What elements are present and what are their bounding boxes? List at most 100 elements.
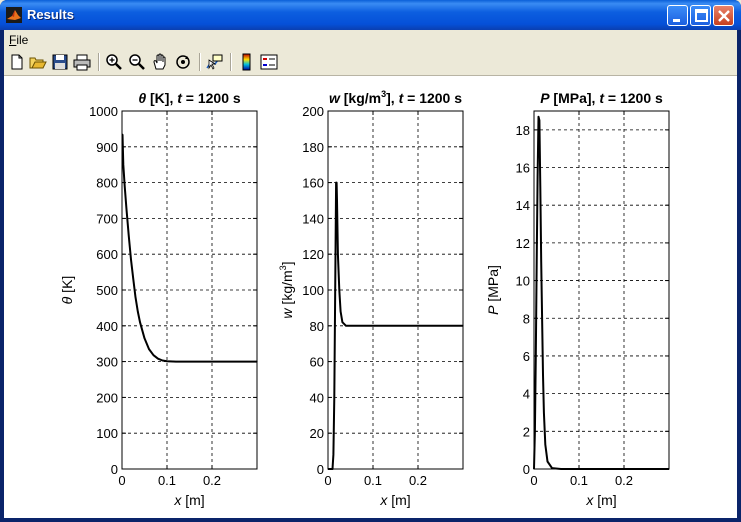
x-label-unit: [m] [593, 492, 616, 508]
data-point [535, 355, 537, 357]
y-tick-label: 10 [516, 274, 530, 289]
data-point [536, 261, 538, 263]
x-tick-label: 0 [530, 473, 537, 488]
data-point [175, 361, 177, 363]
y-tick-label: 700 [96, 211, 118, 226]
data-point [546, 460, 549, 463]
y-tick-label: 100 [302, 283, 324, 298]
menu-bar: File [4, 30, 737, 49]
y-tick-label: 200 [96, 390, 118, 405]
y-tick-label: 4 [523, 387, 530, 402]
chart-1: 0 0.1 0.2 0 100 200 300 400 500 600 700 800 900 1000 θ… [59, 90, 258, 508]
title-time-symbol: t [599, 90, 605, 106]
x-label-symbol: x [585, 492, 594, 508]
rotate-icon[interactable] [173, 52, 193, 72]
print-icon[interactable] [72, 52, 92, 72]
toolbar-separator [199, 53, 201, 71]
data-point [143, 337, 146, 339]
plot-area [534, 111, 669, 469]
y-tick-label: 20 [310, 426, 324, 441]
title-symbol: θ [138, 90, 146, 106]
y-tick-label: 800 [96, 176, 118, 191]
x-tick-label: 0.2 [409, 473, 427, 488]
y-tick-label: 8 [523, 311, 530, 326]
data-point [539, 185, 541, 187]
data-point [134, 296, 137, 298]
data-point [211, 361, 213, 363]
window-title: Results [27, 7, 74, 22]
title-time-symbol: t [177, 90, 183, 106]
data-point [137, 310, 139, 313]
data-point [534, 430, 536, 432]
y-tick-label: 16 [516, 161, 530, 176]
x-label-unit: [m] [181, 492, 204, 508]
title-bar[interactable]: Results [0, 0, 741, 30]
legend-icon[interactable] [259, 52, 279, 72]
y-tick-label: 200 [302, 104, 324, 119]
data-point [578, 468, 580, 470]
data-point [333, 396, 335, 398]
title-unit-close: ], [386, 90, 398, 106]
y-tick-label: 80 [310, 319, 324, 334]
minimize-button[interactable] [667, 5, 688, 26]
data-cursor-icon[interactable] [205, 52, 225, 72]
title-unit: [MPa], [550, 90, 600, 106]
title-time: = 1200 s [182, 90, 241, 106]
zoom-out-icon[interactable] [127, 52, 147, 72]
data-point [132, 278, 134, 280]
y-tick-label: 140 [302, 211, 324, 226]
data-point [125, 208, 128, 211]
title-time: = 1200 s [403, 90, 462, 106]
y-label-unit: [K] [59, 276, 75, 297]
title-superscript: 3 [381, 89, 386, 99]
data-point [354, 325, 356, 327]
title-time-symbol: t [399, 90, 405, 106]
client-area: File 0 0.1 0.2 0 100 200 300 400 500 600 700 800 900… [4, 30, 737, 518]
chart-2: 0 0.1 0.2 0 20 40 60 80 100 120 140 160 180 200 w [kg/… [278, 89, 464, 508]
title-unit: [kg/m [340, 90, 381, 106]
data-point [543, 411, 545, 414]
data-point [331, 468, 333, 470]
matlab-icon [6, 7, 22, 23]
pan-icon[interactable] [150, 52, 170, 72]
data-point [335, 182, 338, 184]
colorbar-icon[interactable] [236, 52, 256, 72]
y-tick-label: 900 [96, 140, 118, 155]
close-button[interactable] [713, 5, 734, 26]
data-point [337, 253, 339, 255]
maximize-button[interactable] [690, 5, 711, 26]
toolbar [4, 49, 737, 76]
save-icon[interactable] [50, 52, 70, 72]
y-tick-label: 500 [96, 283, 118, 298]
zoom-in-icon[interactable] [104, 52, 124, 72]
open-icon[interactable] [28, 52, 48, 72]
y-label-unit: [kg/m [279, 270, 295, 308]
data-point [338, 289, 340, 291]
data-point [139, 321, 141, 323]
y-label-symbol: w [279, 308, 295, 319]
title-symbol: w [329, 90, 341, 106]
y-tick-label: 160 [302, 176, 324, 191]
menu-file[interactable]: File [9, 33, 28, 47]
y-label-symbol: P [485, 305, 501, 315]
y-axis-label: P [MPa] [485, 265, 501, 315]
data-point [462, 325, 464, 327]
data-point [161, 359, 164, 362]
data-point [541, 317, 543, 319]
data-point [345, 325, 347, 327]
y-tick-label: 0 [523, 462, 530, 477]
data-point [538, 119, 541, 122]
y-tick-label: 600 [96, 247, 118, 262]
y-axis-label: w [kg/m3] [278, 261, 295, 318]
data-point [540, 261, 542, 263]
x-tick-label: 0.1 [364, 473, 382, 488]
x-tick-label: 0.1 [158, 473, 176, 488]
data-point [533, 468, 535, 470]
x-axis-label: x [m] [173, 492, 204, 508]
x-axis-label: x [m] [379, 492, 410, 508]
maximize-icon [695, 9, 708, 22]
x-tick-label: 0 [118, 473, 125, 488]
y-tick-label: 120 [302, 247, 324, 262]
new-icon[interactable] [7, 52, 27, 72]
